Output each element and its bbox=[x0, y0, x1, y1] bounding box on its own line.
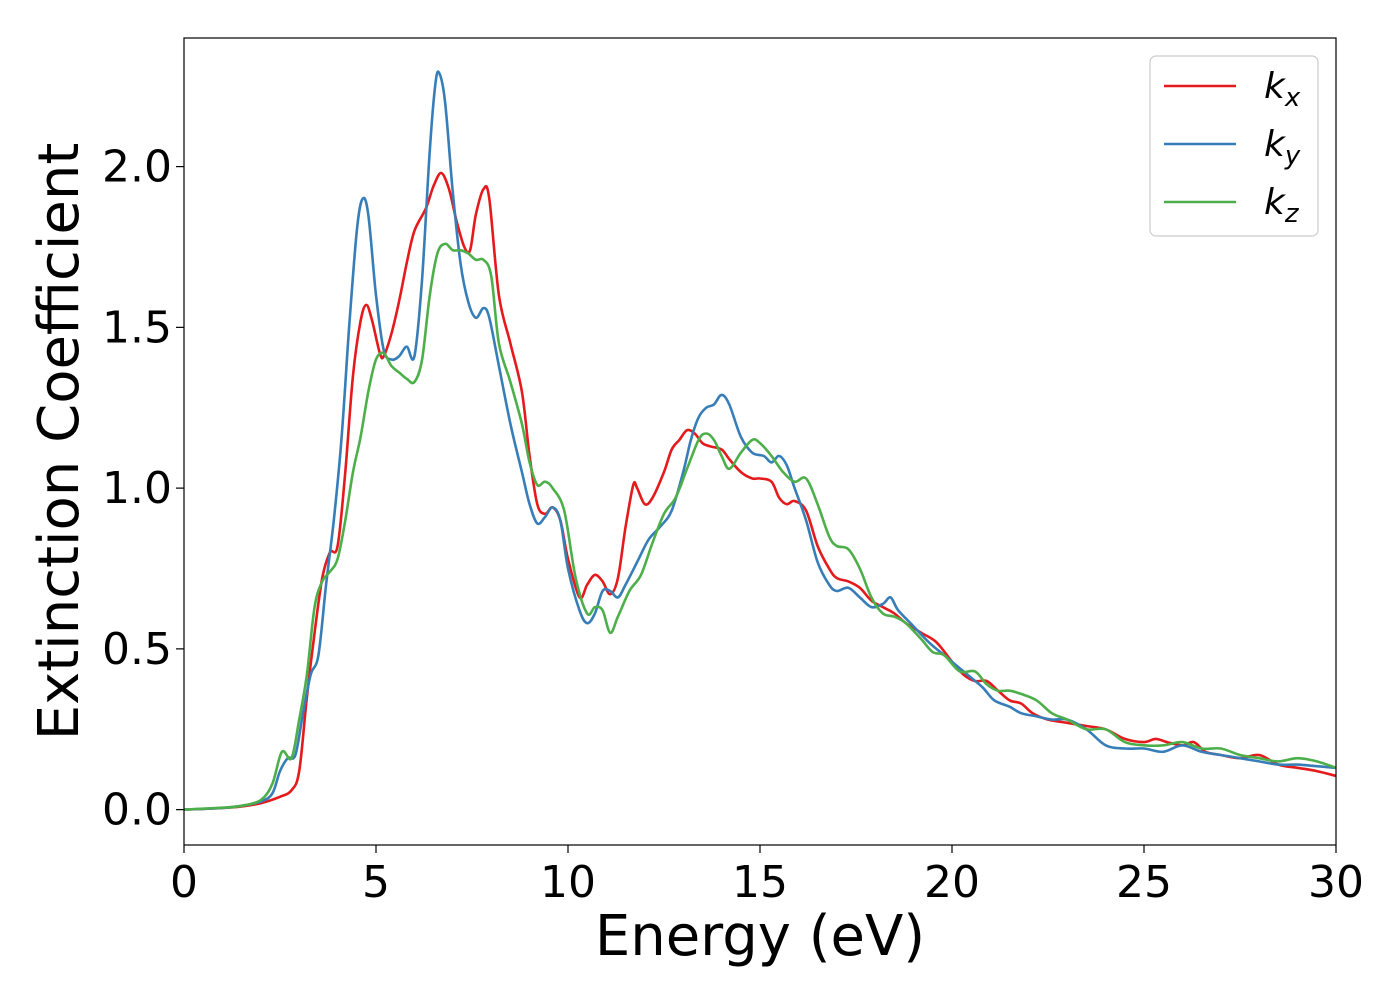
x-tick-label: 0 bbox=[170, 857, 198, 908]
x-tick-label: 25 bbox=[1116, 857, 1172, 908]
x-axis-title: Energy (eV) bbox=[595, 904, 925, 969]
legend-label-subscript: y bbox=[1284, 141, 1301, 171]
y-tick-label: 0.0 bbox=[102, 785, 172, 836]
series-line-ky bbox=[183, 70, 1337, 811]
y-axis: 0.0 0.5 1.0 1.5 2.0 bbox=[102, 142, 184, 836]
y-axis-title: Extinction Coefficient bbox=[27, 143, 92, 741]
legend-label-main: k bbox=[1264, 124, 1287, 165]
x-tick-label: 15 bbox=[732, 857, 788, 908]
legend-label-subscript: x bbox=[1284, 83, 1301, 113]
legend-box bbox=[1149, 55, 1319, 237]
y-tick-label: 1.5 bbox=[102, 302, 172, 353]
legend-label-ky: ky bbox=[1264, 124, 1301, 171]
legend-label-main: k bbox=[1264, 66, 1287, 107]
x-axis: 0 5 10 15 20 25 30 bbox=[170, 845, 1364, 908]
series-line-kx bbox=[183, 171, 1337, 811]
x-tick-label: 5 bbox=[362, 857, 390, 908]
series-lines bbox=[183, 70, 1337, 811]
y-tick-label: 0.5 bbox=[102, 624, 172, 675]
legend-label-subscript: z bbox=[1284, 199, 1300, 229]
legend-label-kx: kx bbox=[1264, 66, 1301, 113]
y-tick-label: 1.0 bbox=[102, 463, 172, 514]
series-line-kz bbox=[183, 242, 1337, 811]
x-tick-label: 20 bbox=[924, 857, 980, 908]
legend-label-kz: kz bbox=[1264, 182, 1300, 229]
x-tick-label: 30 bbox=[1308, 857, 1364, 908]
y-tick-label: 2.0 bbox=[102, 142, 172, 193]
legend-label-main: k bbox=[1264, 182, 1287, 223]
x-tick-label: 10 bbox=[540, 857, 596, 908]
